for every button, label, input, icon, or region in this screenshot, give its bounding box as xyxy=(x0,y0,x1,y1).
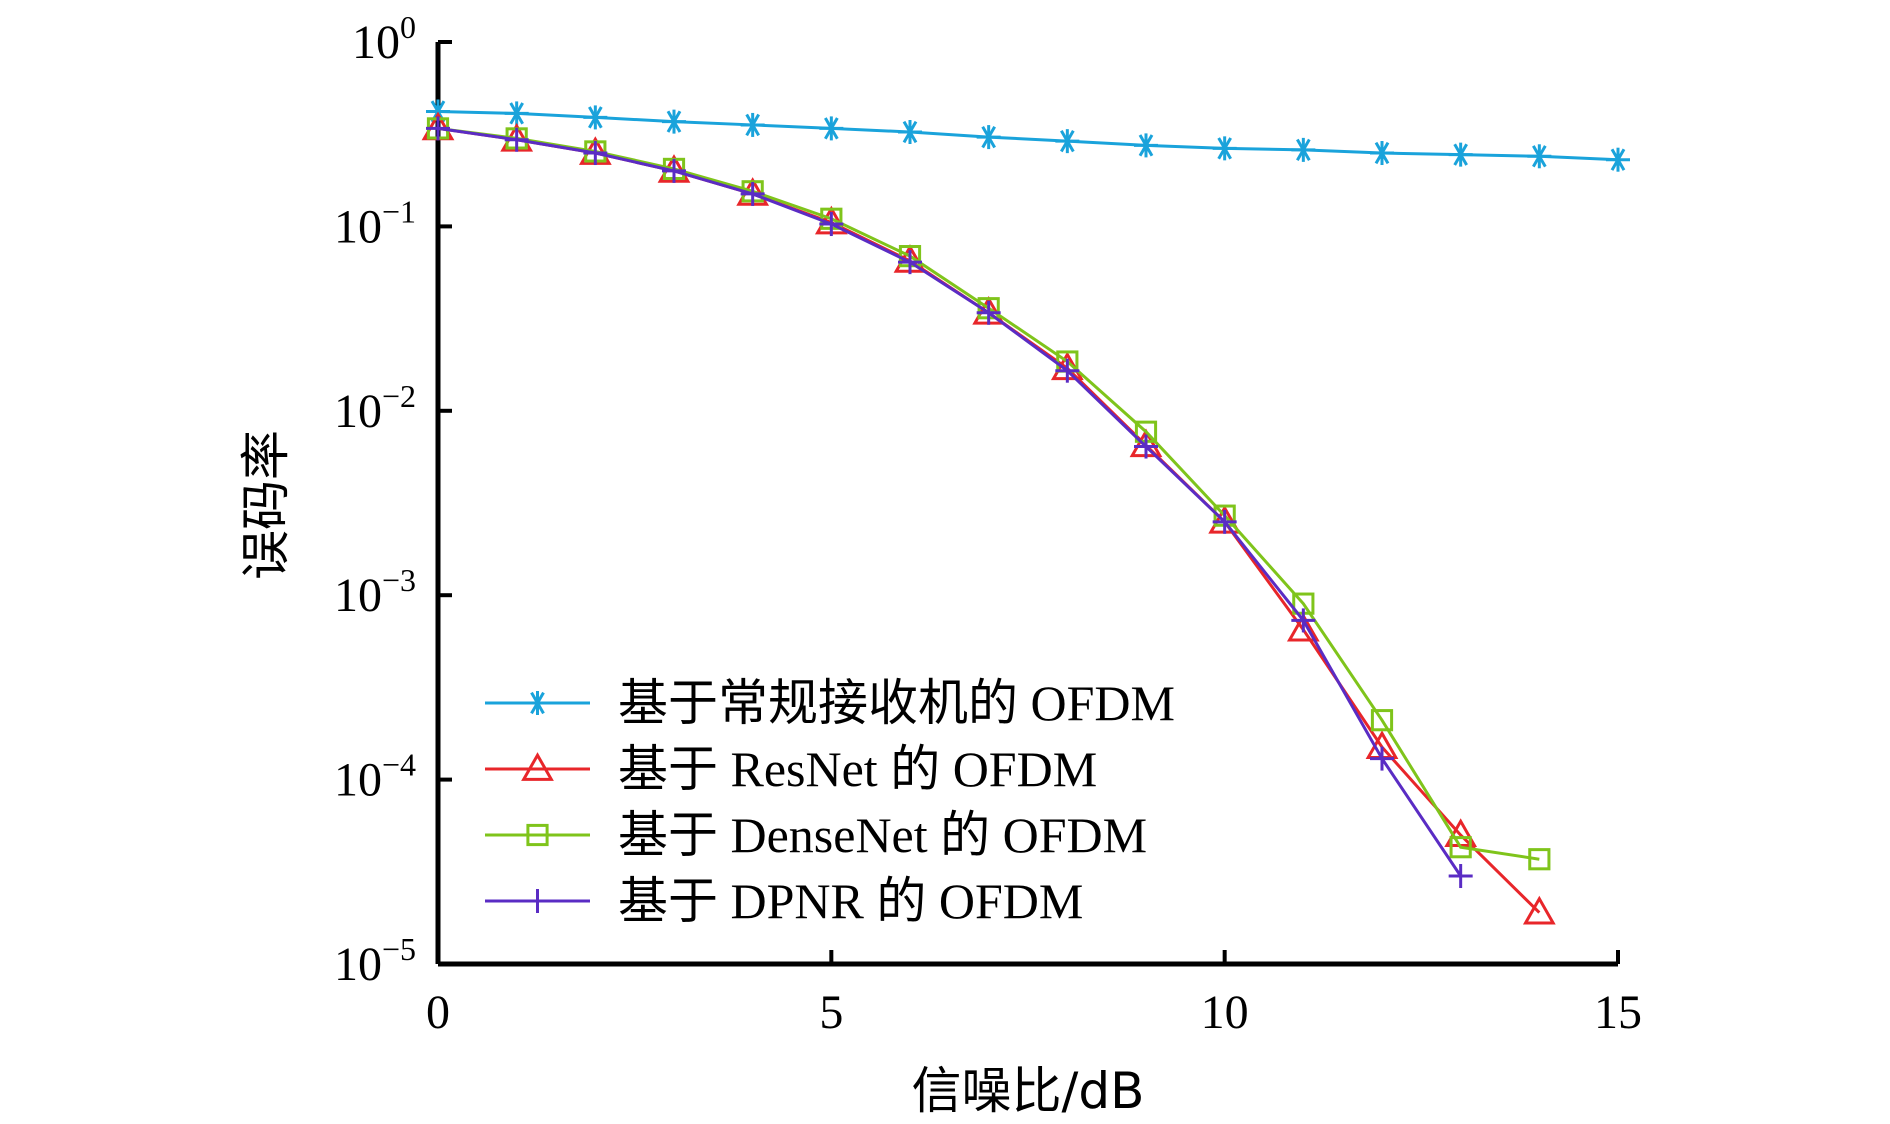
data-point xyxy=(1448,142,1473,167)
legend-marker xyxy=(525,691,550,715)
data-point xyxy=(1291,608,1316,633)
data-point xyxy=(1134,133,1158,158)
data-point xyxy=(1448,864,1473,889)
data-point xyxy=(976,125,1001,150)
x-tick-label: 5 xyxy=(819,986,843,1039)
data-point xyxy=(1370,709,1394,732)
data-point xyxy=(1212,136,1237,161)
data-point xyxy=(1528,848,1551,871)
x-axis-title: 信噪比/dB xyxy=(912,1062,1145,1120)
y-tick-label: 100 xyxy=(352,9,416,69)
data-point xyxy=(898,120,922,145)
legend-item: 基于 DenseNet 的 OFDM xyxy=(485,807,1147,863)
data-point xyxy=(819,212,844,237)
series-plus xyxy=(426,116,1473,889)
data-point xyxy=(1370,746,1394,771)
data-point xyxy=(1291,137,1316,162)
y-axis-title: 误码率 xyxy=(237,430,295,580)
legend-item: 基于 DPNR 的 OFDM xyxy=(485,873,1083,929)
data-point xyxy=(1286,612,1320,642)
y-tick-label: 10−4 xyxy=(334,747,416,807)
legend: 基于常规接收机的 OFDM 基于 ResNet 的 OFDM 基于 DenseNet… xyxy=(485,675,1175,929)
data-point xyxy=(976,300,1001,325)
data-point xyxy=(583,141,608,166)
data-point xyxy=(1055,129,1080,154)
series-triangle xyxy=(421,111,1556,925)
y-tick-label: 10−1 xyxy=(334,193,416,253)
legend-label: 基于 ResNet 的 OFDM xyxy=(618,741,1097,797)
legend-item: 基于 ResNet 的 OFDM xyxy=(485,741,1097,797)
data-point xyxy=(504,101,529,126)
data-point xyxy=(662,158,686,183)
data-point xyxy=(1134,434,1158,459)
data-point xyxy=(504,127,529,152)
legend-marker xyxy=(521,752,554,781)
y-tick-label: 10−2 xyxy=(334,378,416,438)
data-point xyxy=(1449,836,1472,859)
legend-label: 基于常规接收机的 OFDM xyxy=(618,675,1175,731)
series-asterisk xyxy=(426,99,1630,172)
data-point xyxy=(1522,895,1556,925)
x-tick-label: 15 xyxy=(1594,986,1642,1039)
data-point xyxy=(819,116,844,141)
series-layer xyxy=(421,99,1630,925)
y-tick-label: 10−3 xyxy=(334,562,416,622)
legend-item: 基于常规接收机的 OFDM xyxy=(485,675,1175,731)
y-tick-label: 10−5 xyxy=(334,931,416,991)
data-point xyxy=(740,181,765,206)
data-point xyxy=(898,250,922,275)
data-point xyxy=(426,116,450,141)
data-point xyxy=(1055,358,1080,383)
legend-marker xyxy=(526,823,549,847)
data-point xyxy=(1212,509,1237,534)
x-tick-label: 10 xyxy=(1201,986,1249,1039)
data-point xyxy=(740,112,765,137)
series-line xyxy=(437,126,1462,877)
data-point xyxy=(662,109,686,134)
series-line xyxy=(437,109,1619,162)
data-point xyxy=(1370,141,1394,166)
data-point xyxy=(1527,144,1552,169)
legend-marker xyxy=(525,889,550,913)
legend-label: 基于 DPNR 的 OFDM xyxy=(618,873,1083,929)
data-point xyxy=(583,105,608,130)
x-tick-label: 0 xyxy=(426,986,450,1039)
legend-label: 基于 DenseNet 的 OFDM xyxy=(618,807,1147,863)
axes: 0 5 10 15 100 10−1 10−2 10−3 10−4 10−5 xyxy=(334,9,1642,1039)
data-point xyxy=(1606,147,1630,172)
